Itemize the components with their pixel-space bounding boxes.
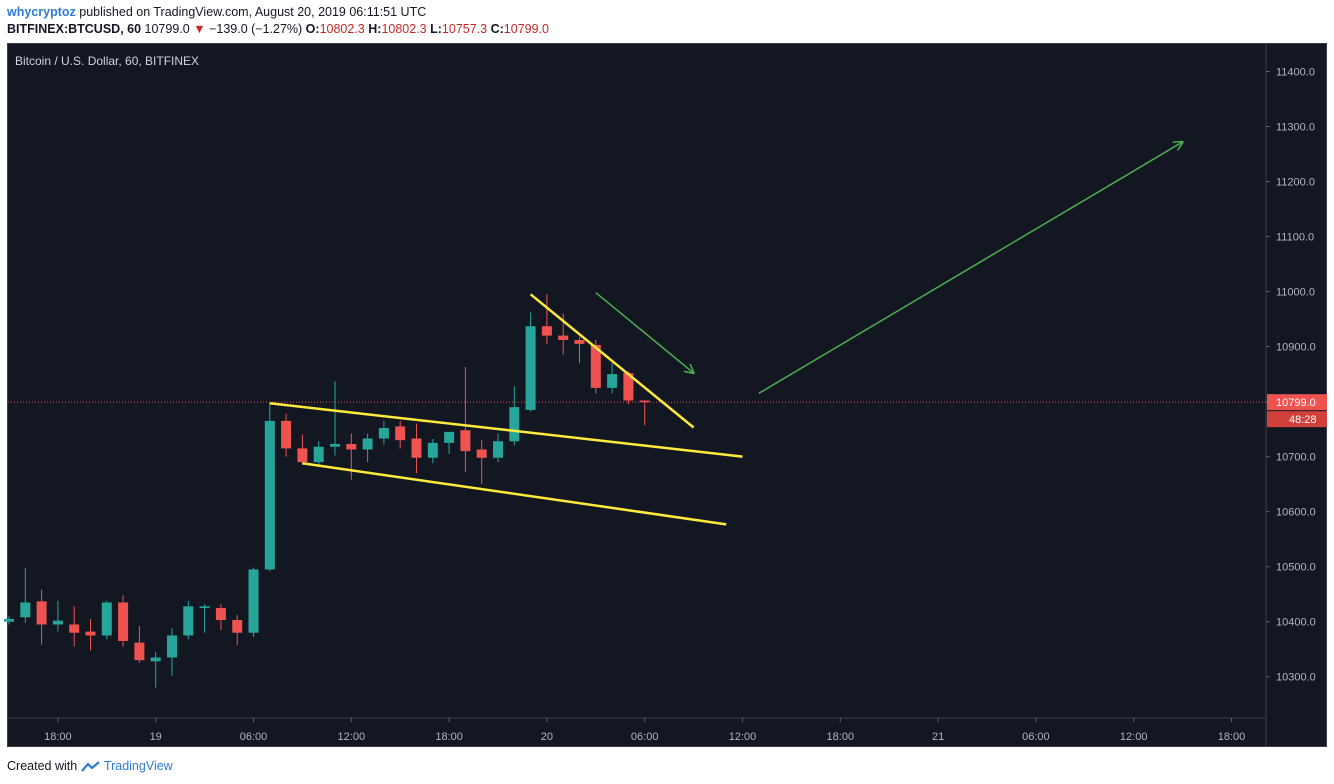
candle-body bbox=[264, 420, 275, 570]
last-price-label: 10799.0 bbox=[1276, 397, 1316, 409]
candle-body bbox=[134, 642, 145, 661]
candle-body bbox=[444, 431, 455, 443]
close-value: 10799.0 bbox=[503, 22, 549, 36]
x-tick-label: 20 bbox=[541, 731, 553, 743]
candle-body bbox=[85, 631, 96, 636]
y-tick-label: 11400.0 bbox=[1276, 67, 1315, 79]
candle-body bbox=[525, 326, 536, 410]
candle-body bbox=[362, 438, 373, 450]
candle-body bbox=[281, 420, 292, 449]
candle-body bbox=[232, 620, 243, 633]
x-tick-label: 06:00 bbox=[631, 731, 659, 743]
author-link[interactable]: whycryptoz bbox=[7, 5, 76, 19]
countdown-label: 48:28 bbox=[1289, 414, 1317, 426]
candle-body bbox=[330, 443, 340, 447]
x-tick-label: 06:00 bbox=[1022, 731, 1050, 743]
high-value: 10802.3 bbox=[381, 22, 427, 36]
down-arrow-icon: ▼ bbox=[193, 22, 206, 36]
symbol-info: BITFINEX:BTCUSD, 60 10799.0 ▼ −139.0 (−1… bbox=[7, 22, 549, 36]
candle-body bbox=[623, 373, 634, 401]
candle-body bbox=[4, 618, 14, 622]
y-tick-label: 10700.0 bbox=[1276, 452, 1316, 464]
y-tick-label: 10300.0 bbox=[1276, 672, 1316, 684]
trend-arrow[interactable] bbox=[595, 292, 694, 373]
x-tick-label: 18:00 bbox=[44, 731, 72, 743]
candle-body bbox=[150, 657, 161, 662]
publish-info: whycryptoz published on TradingView.com,… bbox=[7, 5, 426, 19]
published-text: published on TradingView.com, August 20,… bbox=[79, 5, 427, 19]
candle-body bbox=[52, 620, 63, 625]
candle-body bbox=[313, 446, 324, 463]
candle-body bbox=[215, 607, 226, 621]
y-tick-label: 10900.0 bbox=[1276, 342, 1316, 354]
symbol-name: BITFINEX:BTCUSD, 60 bbox=[7, 22, 142, 36]
trendline[interactable] bbox=[529, 293, 695, 429]
candle-body bbox=[607, 374, 618, 388]
candle-body bbox=[574, 340, 585, 344]
candle-body bbox=[346, 443, 357, 450]
candle-body bbox=[460, 430, 471, 452]
candle-body bbox=[101, 602, 112, 636]
last-price: 10799.0 bbox=[144, 22, 190, 36]
price-change: −139.0 (−1.27%) bbox=[209, 22, 303, 36]
y-tick-label: 10500.0 bbox=[1276, 562, 1316, 574]
x-tick-label: 19 bbox=[150, 731, 162, 743]
x-tick-label: 18:00 bbox=[435, 731, 463, 743]
candle-body bbox=[183, 606, 194, 636]
tradingview-logo-icon bbox=[80, 759, 101, 773]
trend-arrow[interactable] bbox=[758, 142, 1183, 395]
trendline[interactable] bbox=[269, 402, 743, 458]
candle-body bbox=[427, 442, 438, 458]
footer: Created with TradingView bbox=[7, 759, 173, 773]
x-tick-label: 18:00 bbox=[827, 731, 855, 743]
candle-body bbox=[639, 400, 650, 403]
countdown-badge bbox=[1267, 411, 1327, 428]
open-label: O: bbox=[305, 22, 320, 36]
candle-body bbox=[297, 448, 308, 463]
y-tick-label: 11100.0 bbox=[1276, 232, 1314, 244]
x-tick-label: 12:00 bbox=[729, 731, 757, 743]
candle-body bbox=[199, 606, 210, 608]
chart-title: Bitcoin / U.S. Dollar, 60, BITFINEX bbox=[15, 54, 199, 68]
low-value: 10757.3 bbox=[441, 22, 488, 36]
candle-body bbox=[118, 602, 129, 641]
open-value: 10802.3 bbox=[319, 22, 365, 36]
y-tick-label: 11300.0 bbox=[1276, 122, 1315, 134]
candle-body bbox=[590, 344, 601, 388]
x-tick-label: 06:00 bbox=[240, 731, 268, 743]
candle-body bbox=[378, 428, 389, 439]
candle-body bbox=[20, 602, 31, 618]
candle-body bbox=[476, 449, 487, 458]
trendline[interactable] bbox=[302, 462, 727, 526]
x-tick-label: 12:00 bbox=[338, 731, 366, 743]
candle-body bbox=[36, 601, 47, 625]
y-tick-label: 11000.0 bbox=[1276, 287, 1315, 299]
candle-body bbox=[493, 441, 503, 458]
x-tick-label: 21 bbox=[932, 731, 944, 743]
low-label: L: bbox=[430, 22, 442, 36]
candle-body bbox=[395, 426, 406, 441]
candle-body bbox=[248, 569, 259, 633]
x-tick-label: 12:00 bbox=[1120, 731, 1148, 743]
candle-body bbox=[558, 335, 569, 341]
y-tick-label: 11200.0 bbox=[1276, 177, 1315, 189]
last-price-badge bbox=[1267, 394, 1327, 411]
high-label: H: bbox=[368, 22, 382, 36]
created-with-text: Created with bbox=[7, 759, 78, 773]
y-tick-label: 10400.0 bbox=[1276, 617, 1316, 629]
candle-body bbox=[69, 624, 80, 633]
x-tick-label: 18:00 bbox=[1218, 731, 1246, 743]
candle-body bbox=[509, 407, 520, 442]
candle-body bbox=[411, 438, 422, 458]
candle-body bbox=[541, 326, 552, 336]
chart-frame bbox=[7, 43, 1327, 747]
tradingview-brand[interactable]: TradingView bbox=[103, 759, 173, 773]
y-tick-label: 10600.0 bbox=[1276, 507, 1316, 519]
candle-body bbox=[167, 635, 177, 658]
close-label: C: bbox=[490, 22, 504, 36]
